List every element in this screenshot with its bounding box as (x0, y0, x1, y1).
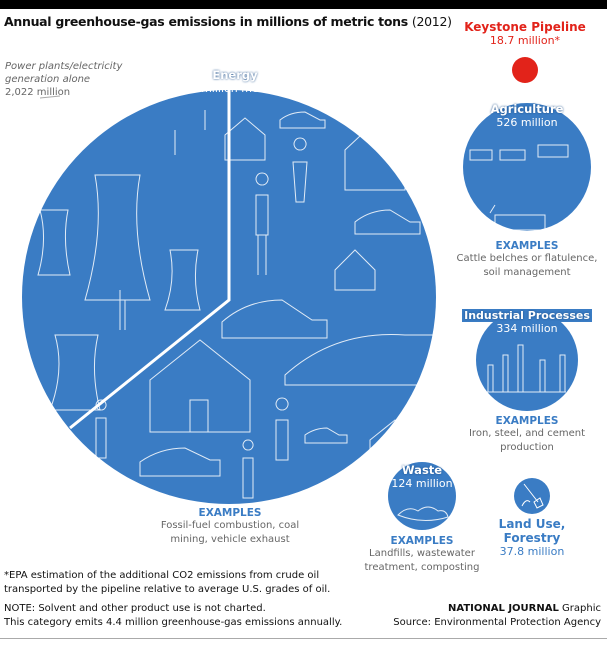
factory-icon (486, 344, 566, 393)
asterisk-footnote: *EPA estimation of the additional CO2 em… (4, 569, 330, 597)
energy-examples-label: EXAMPLES (198, 507, 262, 519)
agriculture-label: Agriculture 526 million (467, 102, 587, 129)
industrial-examples-line2: production (500, 442, 554, 453)
cooling-tower-icon (37, 110, 206, 411)
asterisk-line1: *EPA estimation of the additional CO2 em… (4, 570, 320, 581)
energy-value: 5,498 million metric tons (166, 82, 304, 95)
note-line1: NOTE: Solvent and other product use is n… (4, 603, 266, 614)
agriculture-circle (463, 103, 591, 231)
industrial-examples: EXAMPLES Iron, steel, and cement product… (447, 415, 607, 455)
title-text: Annual greenhouse-gas emissions in milli… (4, 14, 408, 29)
power-plants-note: Power plants/electricity generation alon… (5, 60, 122, 99)
keystone-title: Keystone Pipeline (464, 20, 586, 34)
waste-label: Waste 124 million (382, 463, 462, 490)
car-icon (139, 111, 451, 477)
industrial-title: Industrial Processes (462, 309, 592, 322)
industrial-examples-label: EXAMPLES (495, 415, 559, 427)
agriculture-examples-line1: Cattle belches or flatulence, (456, 253, 598, 264)
garbage-icon (397, 506, 449, 521)
person-icon (95, 137, 308, 499)
land-use-title-2: Forestry (503, 531, 561, 545)
credit-suffix: Graphic (562, 603, 601, 614)
agriculture-examples-line2: soil management (483, 267, 571, 278)
waste-circle (388, 462, 456, 530)
industrial-label: Industrial Processes 334 million (462, 309, 592, 335)
agriculture-value: 526 million (496, 116, 558, 129)
credit-brand: NATIONAL JOURNAL (448, 603, 559, 614)
energy-label: Energy 5,498 million metric tons (150, 68, 320, 95)
waste-examples-label: EXAMPLES (390, 535, 454, 547)
page-title: Annual greenhouse-gas emissions in milli… (4, 14, 452, 29)
note-line2: This category emits 4.4 million greenhou… (4, 617, 343, 628)
power-note-line2: generation alone (5, 74, 91, 85)
waste-examples-line1: Landfills, wastewater (369, 548, 475, 559)
energy-examples-line2: mining, vehicle exhaust (170, 534, 290, 545)
energy-examples: EXAMPLES Fossil-fuel combustion, coal mi… (120, 507, 340, 547)
shovel-icon (521, 483, 544, 509)
asterisk-line2: transported by the pipeline relative to … (4, 584, 331, 595)
house-icon (149, 117, 421, 461)
top-bar (0, 0, 607, 9)
keystone-value: 18.7 million* (489, 34, 561, 47)
land-use-value: 37.8 million (499, 545, 565, 558)
agriculture-examples-label: EXAMPLES (495, 240, 559, 252)
waste-title: Waste (401, 463, 443, 477)
credit-source: Source: Environmental Protection Agency (393, 617, 601, 628)
energy-title: Energy (212, 68, 258, 82)
bottom-rule (0, 638, 607, 639)
agriculture-examples: EXAMPLES Cattle belches or flatulence, s… (447, 240, 607, 280)
waste-examples: EXAMPLES Landfills, wastewater treatment… (357, 535, 487, 575)
keystone-label: Keystone Pipeline 18.7 million* (455, 20, 595, 47)
waste-examples-line2: treatment, composting (364, 562, 480, 573)
land-use-title-1: Land Use, (498, 517, 566, 531)
leader-line (39, 95, 61, 99)
energy-examples-line1: Fossil-fuel combustion, coal (160, 520, 300, 531)
power-note-line1: Power plants/electricity (5, 61, 123, 72)
keystone-dot (512, 57, 538, 83)
agriculture-title: Agriculture (490, 102, 564, 116)
land-use-circle (514, 478, 550, 514)
credit: NATIONAL JOURNAL Graphic Source: Environ… (393, 602, 601, 630)
power-note-value: 2,022 million (5, 87, 71, 98)
cow-icon (469, 144, 569, 240)
industrial-circle (476, 309, 578, 411)
solvent-note: NOTE: Solvent and other product use is n… (4, 602, 342, 630)
industrial-value: 334 million (496, 322, 558, 335)
industrial-examples-line1: Iron, steel, and cement (468, 428, 586, 439)
title-year: (2012) (411, 14, 452, 29)
waste-value: 124 million (391, 477, 453, 490)
land-use-label: Land Use, Forestry 37.8 million (482, 517, 582, 558)
